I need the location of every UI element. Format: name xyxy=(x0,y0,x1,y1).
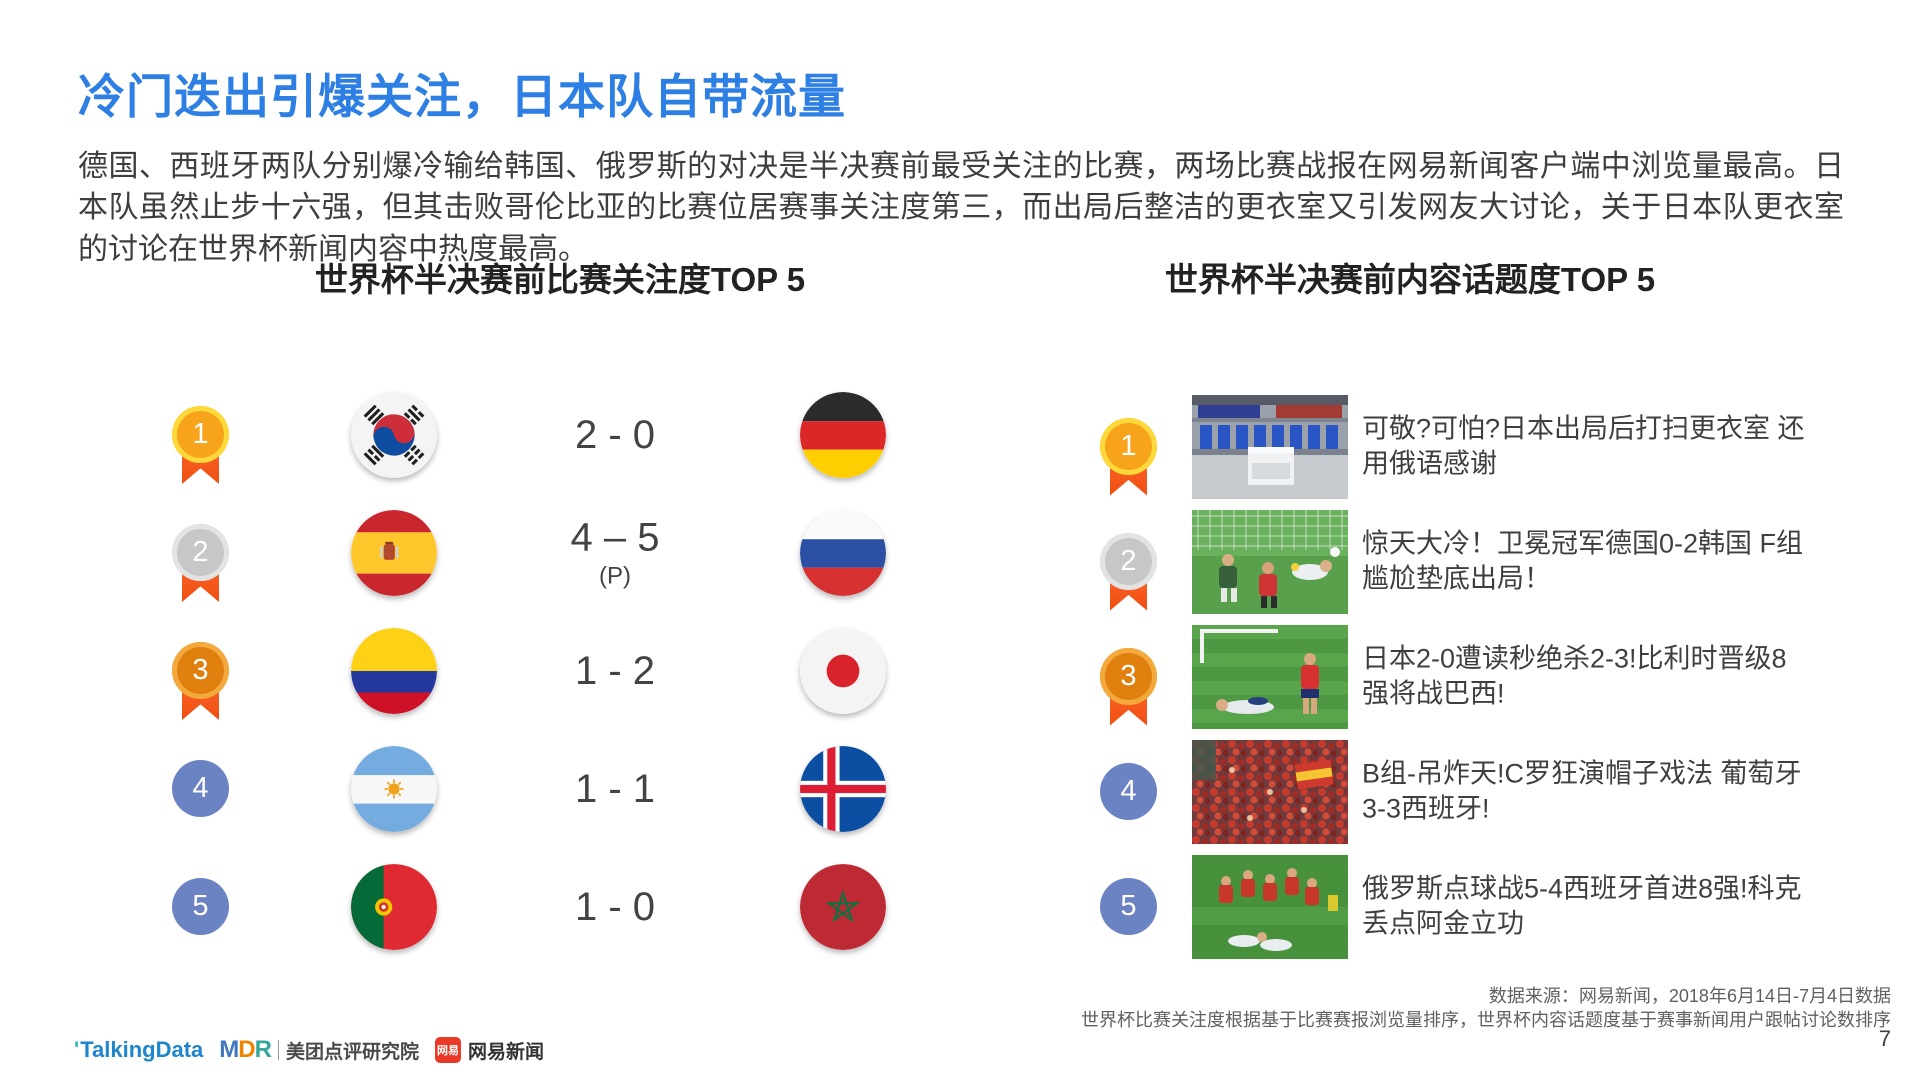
locker-room-photo xyxy=(1192,394,1348,499)
topic-row-5: 5 俄罗斯点球战5-4西班牙首进8强!科克 丢点阿金立功 xyxy=(1100,849,1910,964)
topic-headline: 日本2-0遭读秒绝杀2-3!比利时晋级8 强将战巴西! xyxy=(1362,642,1787,709)
japan-belgium-photo xyxy=(1192,624,1348,729)
rank-number: 1 xyxy=(1100,417,1157,475)
rank-number: 4 xyxy=(1100,762,1157,820)
rank-number: 3 xyxy=(1100,647,1157,705)
topic-headline: B组-吊炸天!C罗狂演帽子戏法 葡萄牙 3-3西班牙! xyxy=(1362,757,1802,824)
bronze-medal-icon: 3 xyxy=(1100,647,1157,726)
flag-germany-icon xyxy=(800,392,886,478)
rank-number: 2 xyxy=(1100,532,1157,590)
flag-spain-icon xyxy=(351,510,437,596)
flag-argentina-icon xyxy=(351,746,437,832)
netease-badge-icon: 网易 xyxy=(435,1037,461,1063)
meituan-dianping-institute-logo: MDR 美团点评研究院 xyxy=(219,1036,419,1064)
source-line-1: 数据来源：网易新闻，2018年6月14日-7月4日数据 xyxy=(1488,986,1891,1006)
silver-medal-icon: 2 xyxy=(1100,532,1157,611)
flag-iceland-icon xyxy=(800,746,886,832)
topic-ranking-table: 1 可敬?可怕?日本出局后打扫更衣室 还 用俄语感谢 2 xyxy=(1100,389,1910,964)
rank-circle-icon: 4 xyxy=(1100,762,1157,820)
score-cell: 2 - 0 xyxy=(515,413,715,457)
match-score: 1 - 1 xyxy=(574,767,656,811)
score-cell: 1 - 2 xyxy=(515,649,715,693)
score-cell: 4 – 5 (P) xyxy=(515,516,715,591)
netease-news-logo: 网易 网易新闻 xyxy=(435,1037,544,1064)
right-table-title: 世界杯半决赛前内容话题度TOP 5 xyxy=(1164,261,1656,298)
topic-row-2: 2 惊天大冷！卫冕冠军德国0-2韩国 F组 尴尬垫底出局！ xyxy=(1100,504,1910,619)
rank-number: 5 xyxy=(1100,877,1157,935)
talkingdata-logo: TalkingData xyxy=(74,1037,203,1063)
match-row-3: 3 1 - 2 xyxy=(130,612,930,730)
match-ranking-table: 1 xyxy=(130,376,930,966)
score-cell: 1 - 1 xyxy=(515,767,715,811)
mdr-logo-icon: MDR xyxy=(219,1036,272,1063)
rank-number: 2 xyxy=(172,524,229,581)
match-score: 4 – 5 xyxy=(570,515,660,560)
flag-morocco-icon xyxy=(800,864,886,950)
russia-spain-penalties-photo xyxy=(1192,854,1348,959)
bronze-medal-icon: 3 xyxy=(172,642,229,720)
germany-korea-goal-photo xyxy=(1192,509,1348,614)
data-source-note: 数据来源：网易新闻，2018年6月14日-7月4日数据 世界杯比赛关注度根据基于… xyxy=(1081,984,1891,1033)
topic-headline: 惊天大冷！卫冕冠军德国0-2韩国 F组 尴尬垫底出局！ xyxy=(1362,527,1804,594)
penalty-note: (P) xyxy=(599,562,631,590)
topic-row-1: 1 可敬?可怕?日本出局后打扫更衣室 还 用俄语感谢 xyxy=(1100,389,1910,504)
rank-circle-icon: 5 xyxy=(172,878,229,935)
topic-headline: 俄罗斯点球战5-4西班牙首进8强!科克 丢点阿金立功 xyxy=(1362,872,1802,939)
intro-paragraph: 德国、西班牙两队分别爆冷输给韩国、俄罗斯的对决是半决赛前最受关注的比赛，两场比赛… xyxy=(78,150,1844,266)
source-line-2: 世界杯比赛关注度根据基于比赛赛报浏览量排序，世界杯内容话题度基于赛事新闻用户跟帖… xyxy=(1081,1010,1891,1031)
footer-logos: TalkingData MDR 美团点评研究院 网易 网易新闻 xyxy=(74,1036,544,1064)
match-row-4: 4 1 - 1 xyxy=(130,730,930,848)
left-table-title: 世界杯半决赛前比赛关注度TOP 5 xyxy=(314,261,806,298)
rank-number: 4 xyxy=(172,760,229,817)
meituan-label: 美团点评研究院 xyxy=(285,1041,419,1063)
flag-russia-icon xyxy=(800,510,886,596)
flag-south-korea-icon xyxy=(351,392,437,478)
flag-portugal-icon xyxy=(351,864,437,950)
page-title: 冷门迭出引爆关注，日本队自带流量 xyxy=(78,70,846,123)
match-score: 1 - 2 xyxy=(574,649,656,693)
rank-number: 3 xyxy=(172,642,229,699)
page-number: 7 xyxy=(1878,1026,1891,1051)
match-row-5: 5 1 - 0 xyxy=(130,848,930,966)
flag-colombia-icon xyxy=(351,628,437,714)
topic-row-4: 4 B组-吊炸天!C罗狂演帽子戏法 葡萄牙 3-3西班牙! xyxy=(1100,734,1910,849)
rank-number: 1 xyxy=(172,406,229,463)
rank-circle-icon: 5 xyxy=(1100,877,1157,935)
flag-japan-icon xyxy=(800,628,886,714)
topic-headline: 可敬?可怕?日本出局后打扫更衣室 还 用俄语感谢 xyxy=(1362,412,1805,479)
match-score: 1 - 0 xyxy=(574,885,656,929)
logo-divider xyxy=(277,1040,279,1060)
rank-circle-icon: 4 xyxy=(172,760,229,817)
match-row-2: 2 4 – 5 (P) xyxy=(130,494,930,612)
silver-medal-icon: 2 xyxy=(172,524,229,602)
gold-medal-icon: 1 xyxy=(1100,417,1157,496)
topic-row-3: 3 日本2-0遭读秒绝杀2-3!比利时晋级8 强将战巴西! xyxy=(1100,619,1910,734)
match-score: 2 - 0 xyxy=(574,413,656,457)
spain-fans-photo xyxy=(1192,739,1348,844)
rank-number: 5 xyxy=(172,878,229,935)
match-row-1: 1 xyxy=(130,376,930,494)
score-cell: 1 - 0 xyxy=(515,885,715,929)
netease-label: 网易新闻 xyxy=(468,1041,545,1063)
gold-medal-icon: 1 xyxy=(172,406,229,484)
